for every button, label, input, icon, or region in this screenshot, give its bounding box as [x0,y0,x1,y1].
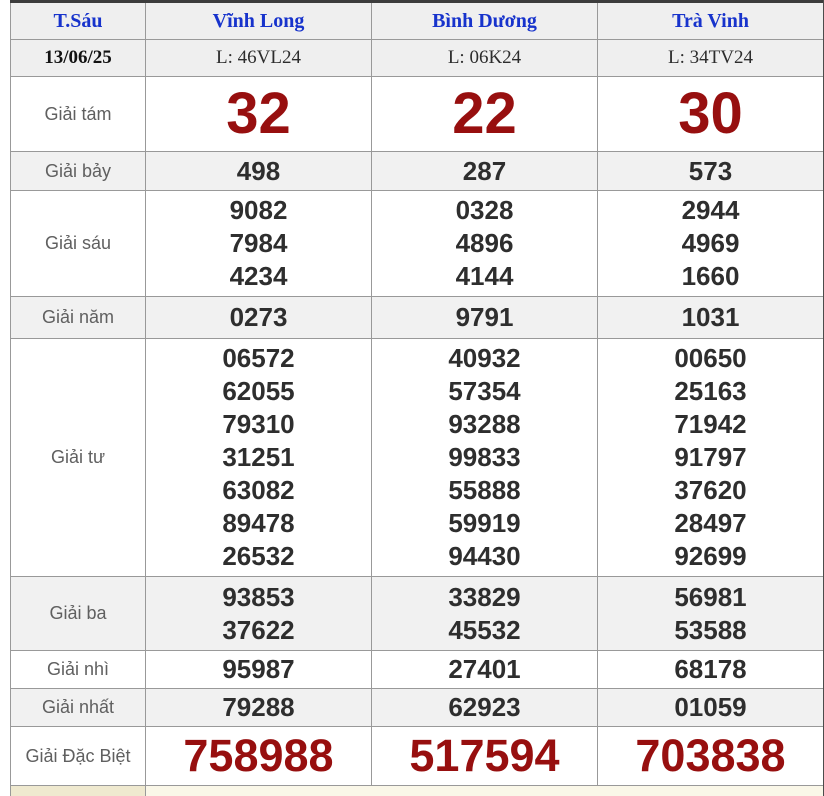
prize-label-giai-bay: Giải bảy [10,151,146,191]
ticket-code-vinh-long: L: 46VL24 [145,39,372,77]
day-header-link[interactable]: T.Sáu [10,1,146,40]
giai-tu-binh-duong: 40932 57354 93288 99833 55888 59919 9443… [371,338,598,577]
province-header-tra-vinh[interactable]: Trà Vinh [597,1,824,40]
giai-nhat-binh-duong: 62923 [371,688,598,727]
giai-dac-biet-tra-vinh: 703838 [597,726,824,786]
giai-bay-binh-duong: 287 [371,151,598,191]
province-header-vinh-long[interactable]: Vĩnh Long [145,1,372,40]
giai-tu-tra-vinh: 00650 25163 71942 91797 37620 28497 9269… [597,338,824,577]
giai-nam-tra-vinh: 1031 [597,296,824,339]
lottery-results-table: T.Sáu Vĩnh Long Bình Dương Trà Vinh 13/0… [10,0,824,796]
giai-ba-binh-duong: 33829 45532 [371,576,598,651]
prize-row-giai-nam: Giải năm 0273 9791 1031 [10,296,824,339]
ticket-code-binh-duong: L: 06K24 [371,39,598,77]
date-code-row: 13/06/25 L: 46VL24 L: 06K24 L: 34TV24 [10,39,824,77]
prize-label-giai-dac-biet: Giải Đặc Biệt [10,726,146,786]
prize-row-giai-nhat: Giải nhất 79288 62923 01059 [10,688,824,727]
header-row: T.Sáu Vĩnh Long Bình Dương Trà Vinh [10,1,824,40]
giai-dac-biet-vinh-long: 758988 [145,726,372,786]
giai-sau-tra-vinh: 2944 4969 1660 [597,190,824,297]
giai-nam-binh-duong: 9791 [371,296,598,339]
giai-tam-vinh-long: 32 [145,76,372,152]
prize-label-giai-ba: Giải ba [10,576,146,651]
prize-label-giai-tu: Giải tư [10,338,146,577]
prize-label-giai-nhat: Giải nhất [10,688,146,727]
giai-nam-vinh-long: 0273 [145,296,372,339]
prize-label-giai-sau: Giải sáu [10,190,146,297]
giai-nhat-vinh-long: 79288 [145,688,372,727]
giai-tam-binh-duong: 22 [371,76,598,152]
giai-nhi-tra-vinh: 68178 [597,650,824,689]
cutoff-row [10,785,824,796]
prize-row-giai-dac-biet: Giải Đặc Biệt 758988 517594 703838 [10,726,824,786]
giai-ba-vinh-long: 93853 37622 [145,576,372,651]
prize-row-giai-nhi: Giải nhì 95987 27401 68178 [10,650,824,689]
giai-sau-binh-duong: 0328 4896 4144 [371,190,598,297]
prize-row-giai-tam: Giải tám 32 22 30 [10,76,824,152]
prize-row-giai-ba: Giải ba 93853 37622 33829 45532 56981 53… [10,576,824,651]
prize-row-giai-tu: Giải tư 06572 62055 79310 31251 63082 89… [10,338,824,577]
draw-date: 13/06/25 [10,39,146,77]
giai-bay-vinh-long: 498 [145,151,372,191]
giai-nhat-tra-vinh: 01059 [597,688,824,727]
giai-nhi-vinh-long: 95987 [145,650,372,689]
giai-sau-vinh-long: 9082 7984 4234 [145,190,372,297]
giai-tam-tra-vinh: 30 [597,76,824,152]
cutoff-row-body-cell [145,785,824,796]
cutoff-row-label-cell [10,785,146,796]
prize-label-giai-nam: Giải năm [10,296,146,339]
giai-tu-vinh-long: 06572 62055 79310 31251 63082 89478 2653… [145,338,372,577]
giai-nhi-binh-duong: 27401 [371,650,598,689]
prize-row-giai-sau: Giải sáu 9082 7984 4234 0328 4896 4144 2… [10,190,824,297]
prize-label-giai-tam: Giải tám [10,76,146,152]
prize-row-giai-bay: Giải bảy 498 287 573 [10,151,824,191]
ticket-code-tra-vinh: L: 34TV24 [597,39,824,77]
giai-bay-tra-vinh: 573 [597,151,824,191]
giai-dac-biet-binh-duong: 517594 [371,726,598,786]
prize-label-giai-nhi: Giải nhì [10,650,146,689]
province-header-binh-duong[interactable]: Bình Dương [371,1,598,40]
giai-ba-tra-vinh: 56981 53588 [597,576,824,651]
